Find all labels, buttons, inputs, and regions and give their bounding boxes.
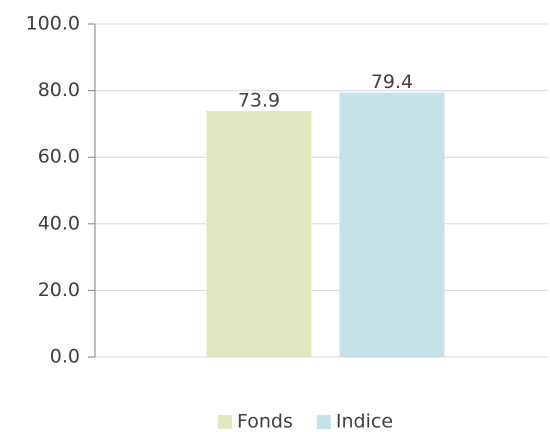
y-tick-label: 0.0 xyxy=(50,346,80,368)
y-tick-label: 40.0 xyxy=(38,212,80,234)
bar xyxy=(339,92,445,358)
data-label: 79.4 xyxy=(371,71,413,93)
legend-swatch xyxy=(218,415,232,429)
y-tick-label: 100.0 xyxy=(26,13,80,35)
legend-swatch xyxy=(316,415,331,429)
bar xyxy=(206,110,312,358)
y-tick-label: 80.0 xyxy=(38,79,80,101)
y-tick-label: 60.0 xyxy=(38,146,80,168)
legend-label: Indice xyxy=(336,411,393,432)
legend-label: Fonds xyxy=(237,411,293,432)
y-tick-label: 20.0 xyxy=(38,279,80,301)
data-label: 73.9 xyxy=(238,89,280,111)
